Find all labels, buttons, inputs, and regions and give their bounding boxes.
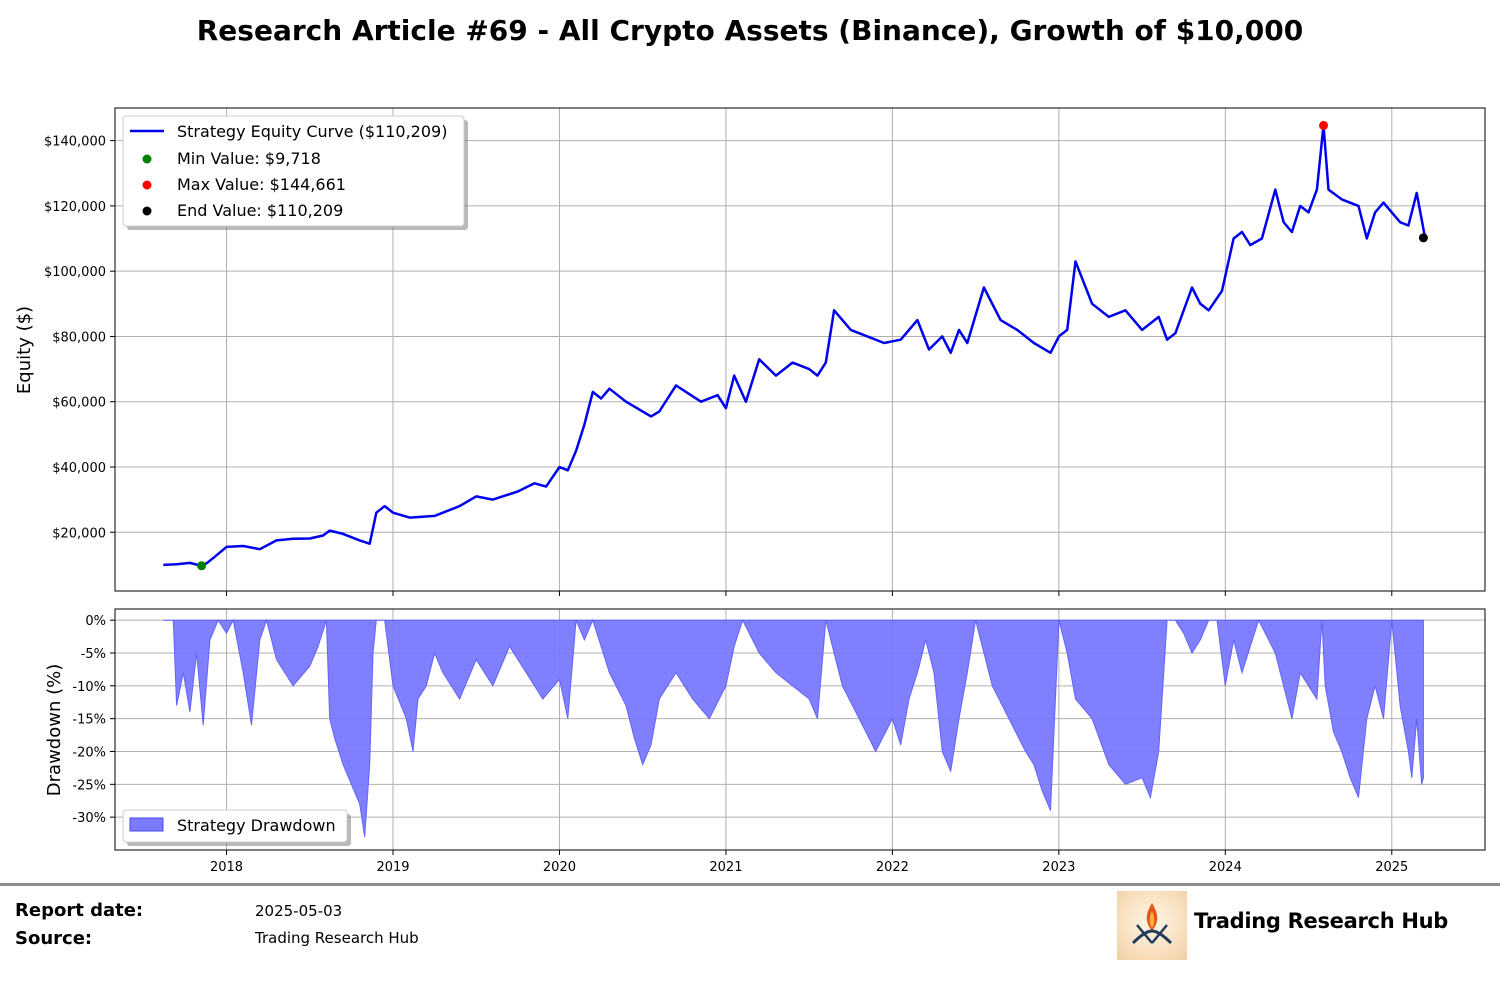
logo-feather-strokes (1136, 924, 1168, 944)
drawdown-x-tick-label: 2023 (1042, 860, 1075, 875)
equity-series (163, 124, 1427, 568)
drawdown-x-tick-label: 2021 (709, 860, 742, 875)
equity-markers (197, 120, 1428, 571)
drawdown-series (163, 618, 1424, 837)
drawdown-tick-labels: 2018 2019 2020 2021 2022 2023 2024 2025 0% -5% -10… (72, 614, 1408, 875)
equity-y-tick-label: $80,000 (52, 330, 106, 345)
equity-y-tick-label: $140,000 (44, 135, 106, 150)
equity-legend-max-swatch (142, 180, 152, 190)
equity-y-tick-label: $20,000 (52, 526, 106, 541)
equity-y-tick-label: $100,000 (44, 265, 106, 280)
logo-graphic (1131, 903, 1173, 945)
brand-name: Trading Research Hub (1194, 909, 1449, 933)
equity-legend-min-swatch (142, 154, 152, 164)
drawdown-legend: Strategy Drawdown (122, 809, 351, 846)
equity-legend-label-max: Max Value: $144,661 (177, 175, 346, 194)
drawdown-y-tick-label: -30% (72, 811, 106, 826)
drawdown-legend-swatch (129, 817, 164, 832)
drawdown-legend-box (122, 809, 348, 843)
equity-tick-labels: $20,000 $40,000 $60,000 $80,000 $100,000 $120… (44, 135, 1393, 596)
charts-canvas: $20,000 $40,000 $60,000 $80,000 $100,000 $120… (14, 107, 1486, 875)
drawdown-plot-frame (114, 608, 1486, 851)
drawdown-y-axis-label: Drawdown (%) (44, 664, 65, 796)
equity-y-tick-label: $120,000 (44, 200, 106, 215)
drawdown-y-tick-label: -5% (81, 647, 106, 662)
equity-y-tick-label: $40,000 (52, 461, 106, 476)
drawdown-y-tick-label: -15% (72, 713, 106, 728)
drawdown-x-tick-label: 2018 (210, 860, 243, 875)
logo-flame-inner (1149, 911, 1155, 928)
logo-feathers (1131, 929, 1173, 945)
drawdown-x-tick-label: 2022 (876, 860, 909, 875)
equity-max-marker (1319, 120, 1329, 130)
equity-line (163, 124, 1427, 568)
equity-legend-end-swatch (142, 206, 152, 216)
drawdown-y-tick-label: 0% (85, 614, 106, 629)
source-value: Trading Research Hub (255, 929, 419, 947)
equity-min-marker (197, 561, 207, 571)
report-date-label: Report date: (15, 900, 144, 921)
drawdown-y-tick-label: -25% (72, 778, 106, 793)
drawdown-x-tick-label: 2019 (376, 860, 409, 875)
drawdown-y-tick-label: -20% (72, 745, 106, 760)
equity-legend-box (122, 115, 465, 227)
equity-legend-label-series: Strategy Equity Curve ($110,209) (177, 122, 447, 141)
drawdown-legend-label: Strategy Drawdown (177, 816, 336, 835)
equity-legend: Strategy Equity Curve ($110,209) Min Val… (122, 115, 468, 230)
equity-legend-label-end: End Value: $110,209 (177, 201, 343, 220)
equity-end-marker (1418, 233, 1428, 243)
report-date-value: 2025-05-03 (255, 902, 343, 920)
drawdown-y-tick-label: -10% (72, 680, 106, 695)
equity-legend-label-min: Min Value: $9,718 (177, 149, 321, 168)
equity-y-axis-label: Equity ($) (14, 306, 35, 394)
drawdown-area (163, 618, 1424, 837)
drawdown-x-tick-label: 2024 (1209, 860, 1242, 875)
drawdown-x-tick-label: 2025 (1375, 860, 1408, 875)
equity-gridlines (115, 108, 1485, 591)
source-label: Source: (15, 928, 93, 949)
equity-plot-frame (114, 107, 1486, 592)
flame-feather-logo-icon (1117, 891, 1187, 960)
drawdown-x-tick-label: 2020 (543, 860, 576, 875)
equity-y-tick-label: $60,000 (52, 396, 106, 411)
chart-title: Research Article #69 - All Crypto Assets… (196, 14, 1304, 47)
footer-divider (0, 883, 1500, 886)
